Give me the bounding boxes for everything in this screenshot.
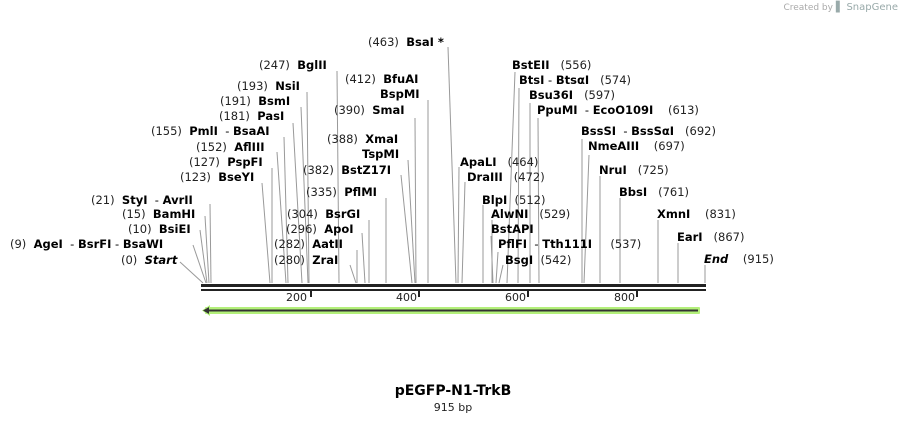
site-bstz17i[interactable]: (382) BstZ17I: [303, 163, 391, 177]
credit-prefix: Created by: [783, 3, 833, 13]
site-bsai[interactable]: (463) BsaI *: [368, 35, 444, 49]
site-pmli[interactable]: (155) PmlI - BsaAI: [151, 124, 270, 138]
site-agei[interactable]: (9) AgeI - BsrFI - BsaWI: [10, 237, 164, 251]
site-alwni[interactable]: AlwNI (529): [491, 207, 571, 221]
site-bfuai[interactable]: (412) BfuAI: [345, 72, 419, 86]
site-bamhi[interactable]: (15) BamHI: [122, 207, 196, 221]
site-afliii[interactable]: (152) AflIII: [196, 140, 265, 154]
site-bsrgi[interactable]: (304) BsrGI: [287, 207, 361, 221]
map-title: pEGFP-N1-TrkB: [394, 383, 512, 399]
site-tspmi[interactable]: TspMI: [362, 147, 400, 161]
site-nsii[interactable]: (193) NsiI: [237, 79, 300, 93]
site-xmai[interactable]: (388) XmaI: [327, 132, 399, 146]
site-styi[interactable]: (21) StyI - AvrII: [91, 193, 193, 207]
site-pflmi[interactable]: (335) PflMI: [306, 185, 377, 199]
site-eari[interactable]: EarI (867): [677, 230, 745, 244]
snapgene-credit: Created by ▌ SnapGene: [783, 2, 898, 13]
site-zrai[interactable]: (280) ZraI: [274, 253, 339, 267]
site-bsmi[interactable]: (191) BsmI: [220, 94, 291, 108]
site-bbsi[interactable]: BbsI (761): [619, 185, 690, 199]
tick-400: 400: [396, 291, 417, 304]
site-leader-lines: [179, 46, 706, 284]
feature-arrow-reverse: [202, 305, 700, 316]
site-nmeaiii[interactable]: NmeAIII (697): [588, 139, 685, 153]
site-bsu36i[interactable]: Bsu36I (597): [529, 88, 615, 102]
site-bglii[interactable]: (247) BglII: [259, 58, 327, 72]
site-bseyi[interactable]: (123) BseYI: [180, 170, 255, 184]
site-bspmi[interactable]: BspMI: [380, 87, 420, 101]
site-bsssi[interactable]: BssSI - BssSαI (692): [581, 124, 716, 138]
site-bsgi[interactable]: BsgI (542): [505, 253, 572, 267]
tick-600: 600: [505, 291, 526, 304]
map-length: 915 bp: [433, 401, 473, 414]
site-start[interactable]: (0) Start: [121, 253, 178, 267]
site-bsiei[interactable]: (10) BsiEI: [128, 222, 191, 236]
site-ppumi[interactable]: PpuMI - EcoO109I (613): [537, 103, 699, 117]
tick-800: 800: [614, 291, 635, 304]
site-aatii[interactable]: (282) AatII: [274, 237, 343, 251]
site-apali[interactable]: ApaLI (464): [460, 155, 539, 169]
site-draiii[interactable]: DraIII (472): [467, 170, 545, 184]
tick-200: 200: [286, 291, 307, 304]
site-apoi[interactable]: (296) ApoI: [286, 222, 354, 236]
backbone-bottom-strand: [201, 289, 706, 291]
site-end[interactable]: End (915): [704, 252, 774, 266]
site-nrui[interactable]: NruI (725): [599, 163, 669, 177]
site-blpi[interactable]: BlpI (512): [482, 193, 546, 207]
ruler-ticks: [310, 290, 638, 297]
site-btsi[interactable]: BtsI - BtsαI (574): [519, 73, 632, 87]
site-bstapi[interactable]: BstAPI: [491, 222, 534, 236]
site-smai[interactable]: (390) SmaI: [334, 103, 405, 117]
site-pasi[interactable]: (181) PasI: [219, 109, 285, 123]
backbone-top-strand: [201, 284, 706, 287]
site-xmni[interactable]: XmnI (831): [657, 207, 736, 221]
site-pspfi[interactable]: (127) PspFI: [189, 155, 263, 169]
site-pflfi[interactable]: PflFI - Tth111I (537): [498, 237, 642, 251]
credit-brand: SnapGene: [846, 2, 898, 13]
site-bsteii[interactable]: BstEII (556): [512, 58, 592, 72]
snapgene-logo-icon: ▌: [835, 2, 844, 13]
